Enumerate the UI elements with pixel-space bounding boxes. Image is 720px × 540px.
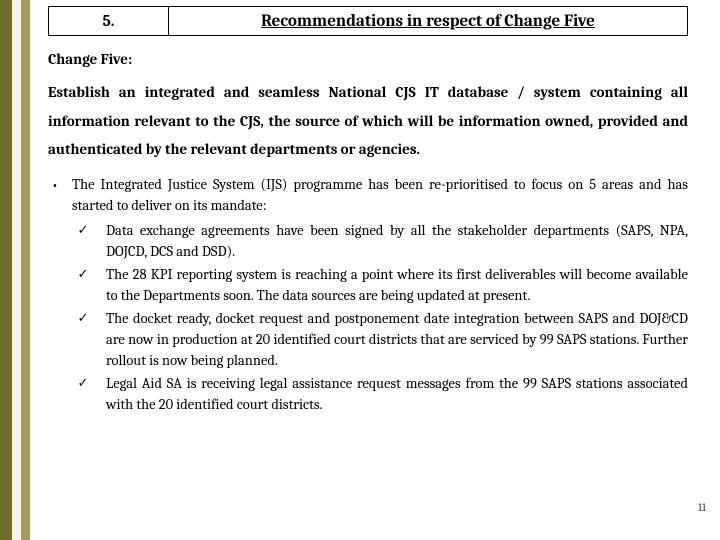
title-number: 5.: [49, 7, 169, 35]
subheading: Change Five:: [48, 50, 688, 68]
body-col: The Integrated Justice System (IJS) prog…: [72, 174, 688, 417]
intro-paragraph: Establish an integrated and seamless Nat…: [48, 78, 688, 164]
stripe-mid: [21, 0, 30, 540]
check-icon: ✓: [76, 264, 90, 306]
left-stripe-decor: [0, 0, 30, 540]
list-item: ✓ The docket ready, docket request and p…: [76, 308, 688, 371]
check-icon: ✓: [76, 308, 90, 371]
stripe-light: [12, 0, 21, 540]
check-text: Legal Aid SA is receiving legal assistan…: [106, 373, 688, 415]
check-icon: ✓: [76, 373, 90, 415]
check-list: ✓ Data exchange agreements have been sig…: [72, 220, 688, 415]
page-number: 11: [698, 501, 706, 514]
title-text: Recommendations in respect of Change Fiv…: [169, 7, 687, 35]
check-text: Data exchange agreements have been signe…: [106, 220, 688, 262]
list-item: ✓ The 28 KPI reporting system is reachin…: [76, 264, 688, 306]
list-item: ✓ Legal Aid SA is receiving legal assist…: [76, 373, 688, 415]
check-icon: ✓: [76, 220, 90, 262]
lead-paragraph: The Integrated Justice System (IJS) prog…: [72, 174, 688, 216]
title-bar: 5. Recommendations in respect of Change …: [48, 6, 688, 36]
list-item: ✓ Data exchange agreements have been sig…: [76, 220, 688, 262]
check-text: The 28 KPI reporting system is reaching …: [106, 264, 688, 306]
check-text: The docket ready, docket request and pos…: [106, 308, 688, 371]
body-row: • The Integrated Justice System (IJS) pr…: [48, 174, 688, 417]
slide: 5. Recommendations in respect of Change …: [0, 0, 720, 540]
stripe-dark: [0, 0, 12, 540]
bullet-marker: •: [48, 174, 62, 417]
